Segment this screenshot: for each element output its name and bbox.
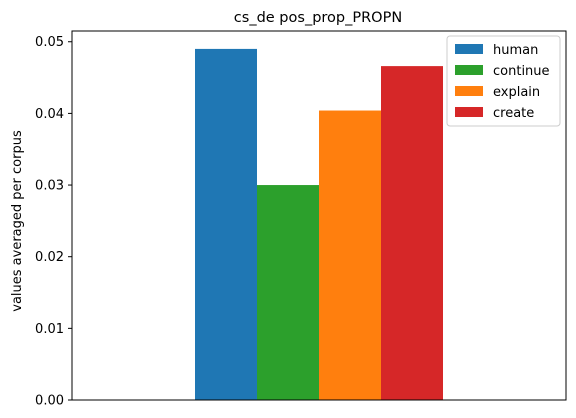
legend-label-explain: explain [493,85,540,100]
bar-create [381,66,443,401]
y-tick-label: 0.02 [35,250,64,265]
legend: human continue explain create [446,35,561,127]
y-axis: 0.00 0.01 0.02 0.03 0.04 0.05 [35,35,72,409]
legend-label-continue: continue [493,64,550,79]
y-tick-label: 0.05 [35,35,64,50]
legend-swatch-continue [455,65,483,75]
y-axis-label: values averaged per corpus [10,130,25,312]
y-tick-label: 0.04 [35,107,64,122]
bar-explain [319,110,381,400]
y-tick-label: 0.01 [35,322,64,337]
bars-group [195,48,443,401]
legend-swatch-explain [455,86,483,96]
y-tick-label: 0.03 [35,179,64,194]
plot-frame [71,30,567,401]
legend-swatch-create [455,107,483,117]
legend-label-human: human [493,43,538,58]
legend-box [446,35,561,127]
legend-swatch-human [455,44,483,54]
y-tick-label: 0.00 [35,394,64,409]
bar-human [195,48,257,400]
legend-label-create: create [493,106,534,121]
bar-continue [257,185,319,400]
chart-title: cs_de pos_prop_PROPN [234,10,402,26]
